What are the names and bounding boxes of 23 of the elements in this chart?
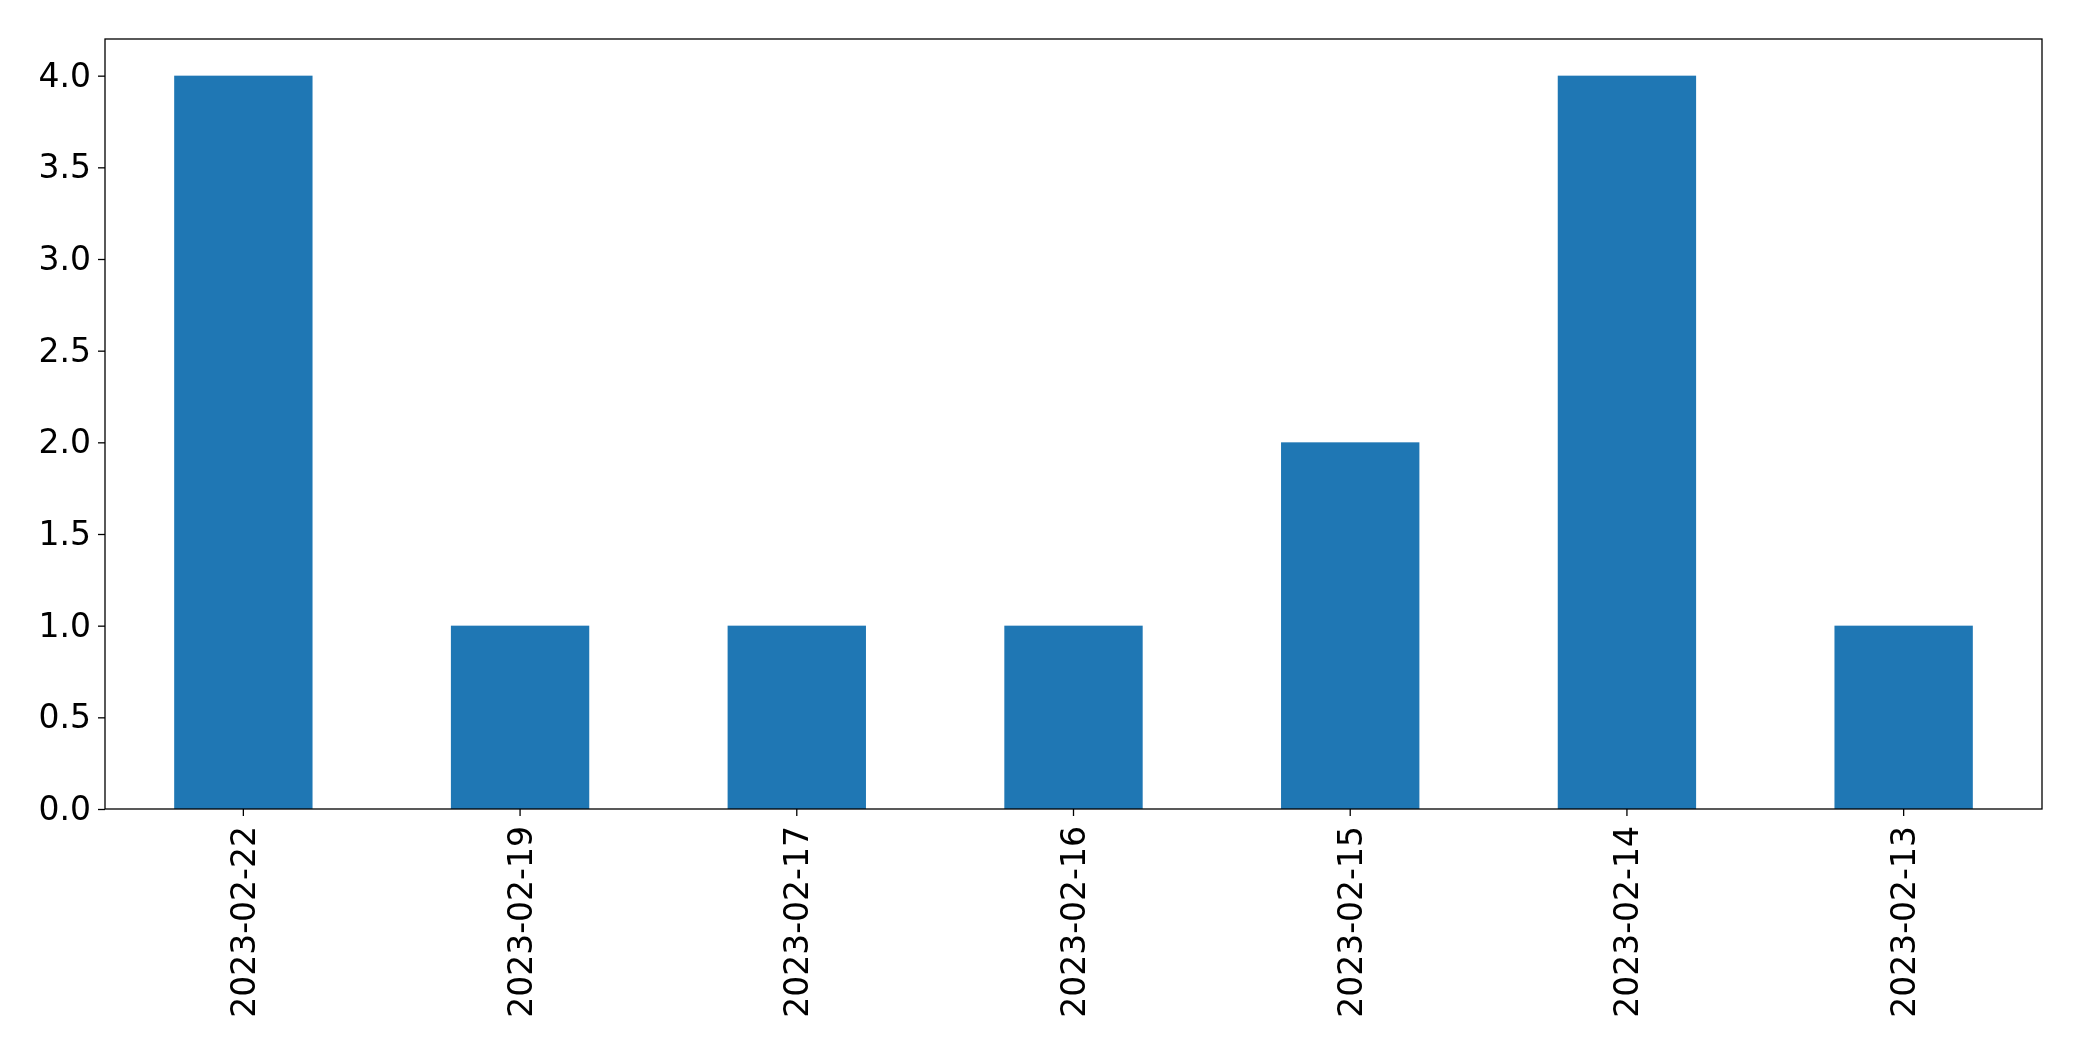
y-tick-label: 0.0 [38, 789, 91, 829]
y-tick-label: 2.0 [38, 422, 91, 462]
x-tick-label: 2023-02-13 [1884, 826, 1924, 1018]
x-tick-label: 2023-02-15 [1330, 826, 1370, 1018]
x-tick-label: 2023-02-22 [223, 826, 263, 1018]
y-tick-label: 2.5 [38, 330, 91, 370]
x-tick-label: 2023-02-17 [777, 826, 817, 1018]
bar [450, 625, 590, 809]
y-tick-label: 1.0 [38, 605, 91, 645]
x-tick-label: 2023-02-19 [500, 826, 540, 1018]
y-tick-label: 4.0 [38, 55, 91, 95]
bar [1834, 625, 1973, 809]
y-tick-label: 0.5 [38, 697, 91, 737]
bar [174, 75, 313, 809]
y-tick-label: 3.5 [38, 147, 91, 187]
bar [727, 625, 866, 809]
y-tick-label: 1.5 [38, 514, 91, 554]
bar [1557, 75, 1697, 809]
bar [1004, 625, 1143, 809]
y-tick-label: 3.0 [38, 239, 91, 279]
x-tick-label: 2023-02-14 [1607, 826, 1647, 1018]
bar [1281, 442, 1420, 809]
x-tick-label: 2023-02-16 [1054, 826, 1094, 1018]
